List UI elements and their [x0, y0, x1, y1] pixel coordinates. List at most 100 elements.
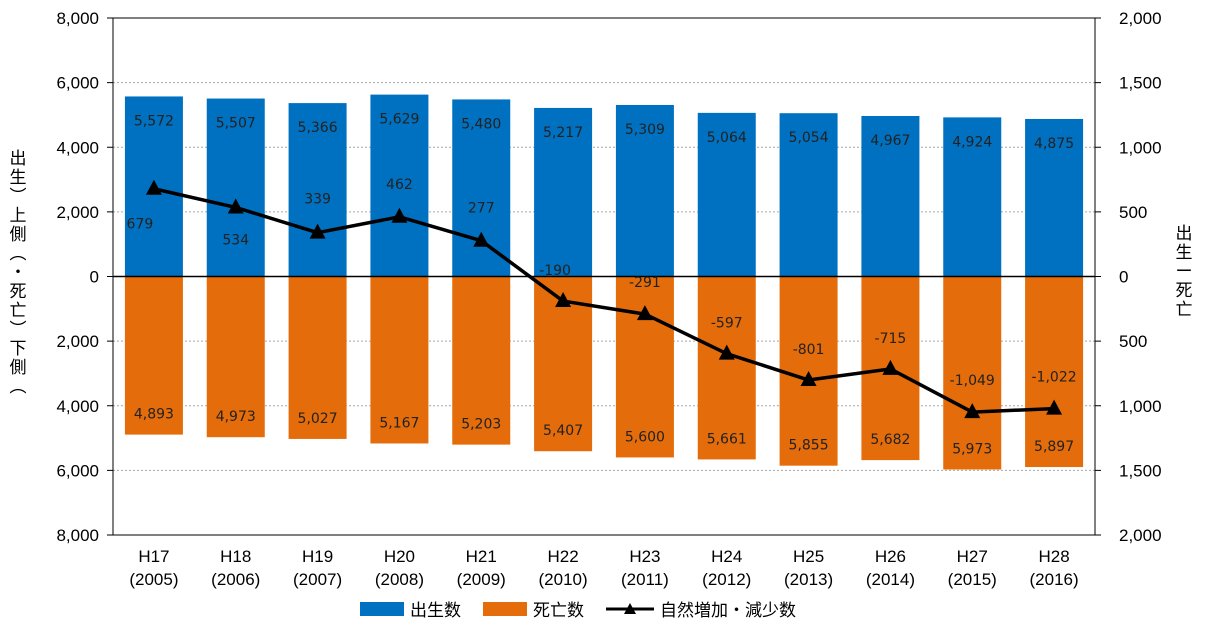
data-label-natural-change: -1,049 [950, 373, 995, 389]
data-label-deaths: 4,893 [134, 407, 174, 423]
left-tick-label: 2,000 [56, 332, 99, 351]
data-label-deaths: 5,167 [379, 415, 419, 431]
axis-title-char: 側 [9, 225, 27, 245]
right-tick-label: 1,000 [1119, 397, 1162, 416]
data-label-natural-change: 534 [222, 232, 249, 248]
data-label-deaths: 5,682 [870, 432, 910, 448]
bar-births [1025, 118, 1084, 277]
right-tick-label: 1,500 [1119, 461, 1162, 480]
data-label-natural-change: -597 [711, 316, 743, 332]
legend-label-births: 出生数 [410, 601, 461, 621]
data-label-births: 4,924 [952, 134, 992, 150]
right-tick-label: 1,000 [1119, 138, 1162, 157]
data-label-natural-change: 277 [468, 201, 495, 217]
axis-title-char: 出 [1175, 224, 1193, 244]
right-tick-label: 2,000 [1119, 526, 1162, 545]
data-label-natural-change: -801 [793, 342, 825, 358]
data-label-births: 5,572 [134, 113, 174, 129]
bar-births [370, 94, 429, 277]
axis-title-char: ︵ [9, 377, 27, 397]
category-label-year: H21 [466, 547, 497, 566]
category-label-year: H18 [220, 547, 251, 566]
bar-deaths [452, 276, 511, 445]
bar-deaths [370, 276, 429, 444]
bar-births [534, 107, 593, 277]
data-label-births: 5,507 [216, 116, 256, 132]
left-tick-label: 2,000 [56, 203, 99, 222]
category-label-year: H24 [711, 547, 742, 566]
axis-title-char: ・ [9, 263, 27, 283]
legend-line-triangle-icon [606, 602, 654, 614]
category-label-western-year: (2005) [129, 570, 178, 589]
data-label-deaths: 4,973 [216, 409, 256, 425]
category-label-western-year: (2015) [948, 570, 997, 589]
axis-title-char: 出 [9, 149, 27, 169]
data-label-deaths: 5,897 [1034, 439, 1074, 455]
bar-deaths [124, 276, 183, 435]
axis-title-char: ︶ [9, 187, 27, 207]
category-label-western-year: (2006) [211, 570, 260, 589]
legend-item-births: 出生数 [360, 596, 461, 621]
point-natural-change [309, 223, 326, 239]
point-natural-change [227, 198, 244, 214]
bar-deaths [288, 276, 347, 439]
point-natural-change [964, 403, 981, 419]
bar-births [452, 99, 511, 277]
axis-title-char: 亡 [9, 301, 27, 321]
data-label-births: 5,629 [379, 112, 419, 128]
category-label-western-year: (2007) [293, 570, 342, 589]
category-label-year: H27 [957, 547, 988, 566]
axis-title-char: ー [1175, 262, 1193, 282]
data-label-births: 5,064 [707, 130, 747, 146]
category-label-year: H23 [629, 547, 660, 566]
category-label-year: H28 [1038, 547, 1069, 566]
right-tick-label: 500 [1119, 203, 1147, 222]
bars [124, 94, 1084, 470]
data-label-natural-change: -291 [629, 275, 661, 291]
data-label-natural-change: 462 [386, 177, 413, 193]
bar-deaths [943, 276, 1002, 470]
point-natural-change [1046, 399, 1063, 415]
axis-title-char: 側 [9, 358, 27, 378]
right-tick-label: 0 [1119, 268, 1128, 287]
legend-label-deaths: 死亡数 [533, 601, 584, 621]
category-label-western-year: (2011) [621, 570, 669, 589]
legend-swatch-births [360, 601, 404, 616]
left-tick-label: 4,000 [56, 138, 99, 157]
point-natural-change [800, 371, 817, 387]
right-axis-title: 出生ー死亡 [1174, 225, 1194, 320]
data-label-births: 5,366 [298, 120, 338, 136]
legend-item-natural-change: 自然増加・減少数 [606, 596, 796, 621]
category-label-western-year: (2009) [457, 570, 506, 589]
category-label-year: H20 [384, 547, 415, 566]
data-label-deaths: 5,600 [625, 429, 665, 445]
category-label-western-year: (2010) [539, 570, 588, 589]
category-label-western-year: (2014) [866, 570, 915, 589]
data-label-births: 5,054 [789, 130, 829, 146]
line-natural-change [153, 187, 1055, 414]
legend-swatch-deaths [483, 601, 527, 616]
category-label-year: H26 [875, 547, 906, 566]
category-label-year: H17 [138, 547, 169, 566]
bar-births [943, 117, 1002, 277]
left-tick-label: 0 [90, 268, 99, 287]
point-natural-change [882, 359, 899, 375]
data-label-natural-change: 339 [304, 192, 331, 208]
axis-title-char: 生 [9, 168, 27, 188]
data-label-deaths: 5,661 [707, 431, 747, 447]
category-label-year: H19 [302, 547, 333, 566]
data-label-natural-change: -1,022 [1032, 370, 1077, 386]
data-label-deaths: 5,855 [789, 438, 829, 454]
legend: 出生数 死亡数 自然増加・減少数 [360, 596, 818, 621]
data-label-natural-change: -190 [539, 263, 571, 279]
data-label-births: 4,967 [870, 133, 910, 149]
left-tick-label: 6,000 [56, 461, 99, 480]
axes: 8,000 6,000 4,000 2,000 0 2,000 4,000 6,000 8,00… [56, 9, 1161, 589]
bar-deaths [697, 276, 756, 460]
point-natural-change [473, 231, 490, 247]
axis-title-char: 下 [9, 339, 27, 359]
axis-title-char: ︵ [9, 244, 27, 264]
data-label-deaths: 5,027 [298, 411, 338, 427]
bar-deaths [1025, 276, 1084, 468]
